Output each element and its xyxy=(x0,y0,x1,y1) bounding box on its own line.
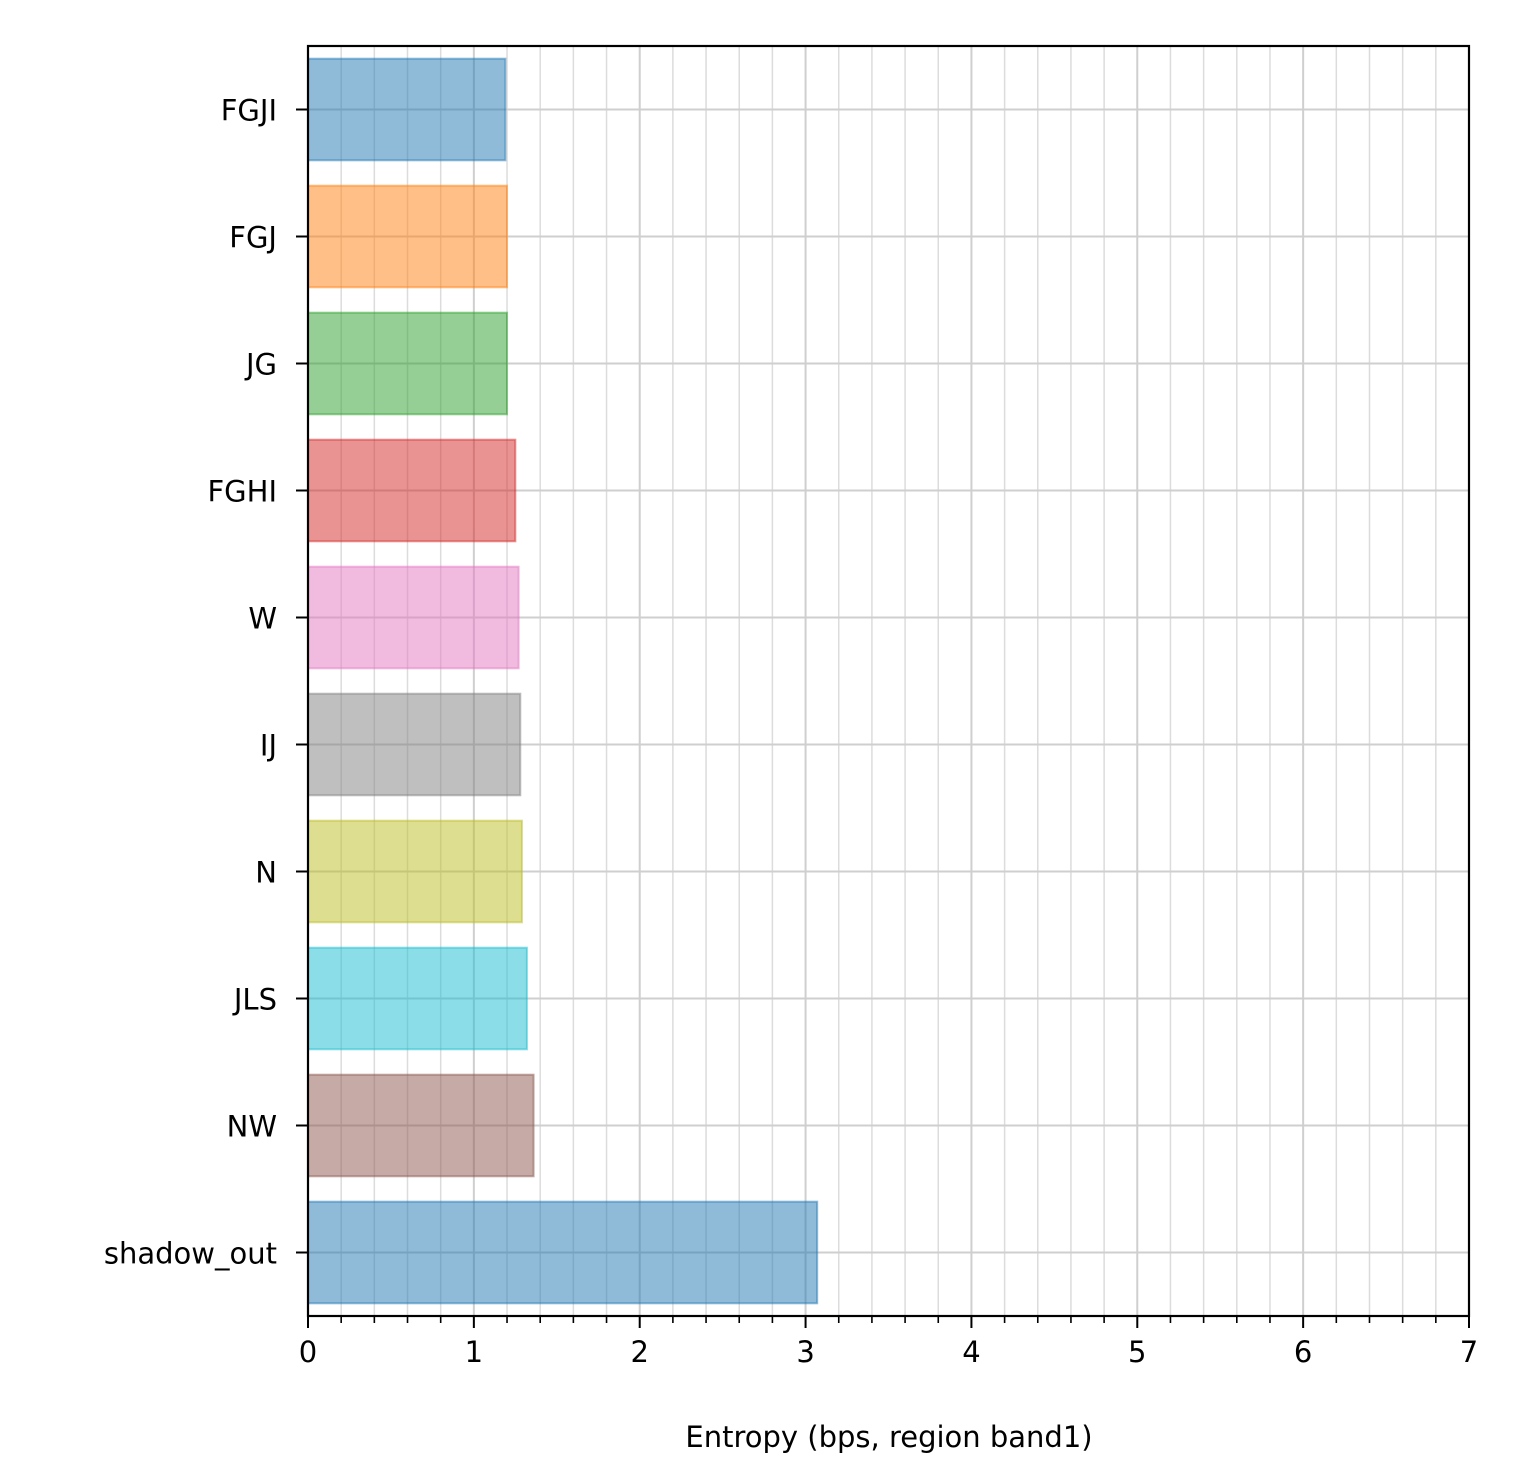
bar-jg xyxy=(307,311,509,416)
bar-shadow-out xyxy=(307,1200,819,1305)
bar-fgji xyxy=(307,57,507,162)
x-tick-label: 3 xyxy=(796,1335,814,1369)
y-tick-label: FGJI xyxy=(221,94,277,128)
x-tick-label: 7 xyxy=(1460,1335,1478,1369)
x-tick-label: 1 xyxy=(465,1335,483,1369)
y-tick-label: NW xyxy=(227,1110,277,1144)
y-tick-label: JG xyxy=(244,348,277,382)
bar-w xyxy=(307,565,520,670)
y-tick-label: JLS xyxy=(232,983,277,1017)
bar-fghi xyxy=(307,438,517,543)
grid xyxy=(307,46,1470,1316)
bar-jls xyxy=(307,946,528,1051)
x-tick-label: 5 xyxy=(1128,1335,1146,1369)
y-tick-label: IJ xyxy=(260,729,277,763)
bars xyxy=(307,57,819,1305)
y-tick-label: N xyxy=(255,856,277,890)
x-tick-label: 2 xyxy=(630,1335,648,1369)
bar-n xyxy=(307,819,523,924)
plot-frame xyxy=(306,44,1471,1318)
x-tick-label: 4 xyxy=(962,1335,980,1369)
y-tick-label: W xyxy=(248,602,277,636)
bar-ij xyxy=(307,692,522,797)
y-tick-label: shadow_out xyxy=(104,1237,277,1271)
bar-nw xyxy=(307,1073,535,1178)
bar-fgj xyxy=(307,184,509,289)
x-axis-label: Entropy (bps, region band1) xyxy=(685,1420,1092,1454)
y-tick-label: FGHI xyxy=(207,475,277,509)
x-tick-label: 0 xyxy=(299,1335,317,1369)
axes: 0 1 2 3 4 5 6 7 FGJI FGJ JG FGHI W IJ N JLS NW shadow_out xyxy=(104,44,1478,1369)
y-tick-label: FGJ xyxy=(229,221,277,255)
x-tick-label: 6 xyxy=(1294,1335,1312,1369)
